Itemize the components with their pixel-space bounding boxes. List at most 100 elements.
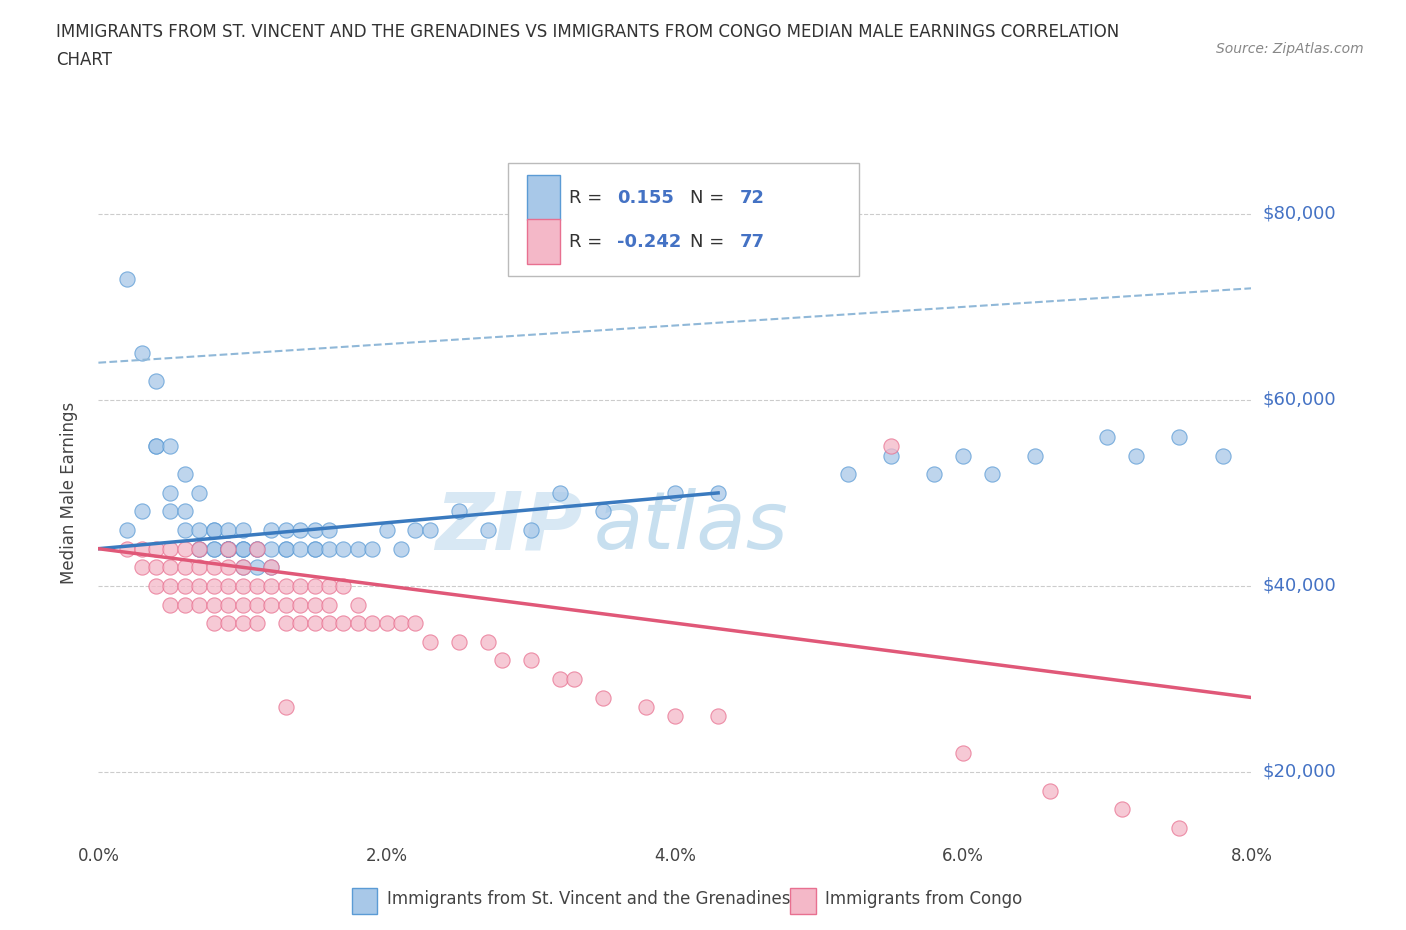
Point <box>477 634 499 649</box>
Point <box>117 541 138 556</box>
Point <box>304 578 326 593</box>
Point <box>131 541 153 556</box>
Text: $60,000: $60,000 <box>1263 391 1337 409</box>
Point <box>1226 839 1249 854</box>
Point <box>174 597 197 612</box>
Text: N =: N = <box>690 232 730 251</box>
Point <box>274 597 297 612</box>
Point <box>246 541 269 556</box>
Point <box>274 616 297 631</box>
Point <box>202 616 225 631</box>
Point <box>332 578 354 593</box>
Y-axis label: Median Male Earnings: Median Male Earnings <box>59 402 77 584</box>
Point <box>159 439 181 454</box>
Point <box>260 541 283 556</box>
Point <box>290 616 312 631</box>
Point <box>131 346 153 361</box>
Point <box>290 541 312 556</box>
Point <box>188 541 211 556</box>
Point <box>246 541 269 556</box>
Point <box>361 541 384 556</box>
Point <box>1226 857 1249 872</box>
Text: 77: 77 <box>740 232 765 251</box>
Point <box>260 523 283 538</box>
Point <box>202 597 225 612</box>
Point <box>304 523 326 538</box>
Point <box>159 597 181 612</box>
Point <box>318 541 340 556</box>
Point <box>145 578 167 593</box>
Point <box>174 578 197 593</box>
Point <box>318 597 340 612</box>
Point <box>332 541 354 556</box>
Point <box>837 467 859 482</box>
Point <box>346 541 368 556</box>
Point <box>548 671 571 686</box>
Point <box>477 523 499 538</box>
Point <box>145 374 167 389</box>
Point <box>174 504 197 519</box>
Point <box>924 467 946 482</box>
Point <box>519 523 541 538</box>
Point <box>389 541 412 556</box>
Point <box>707 485 730 500</box>
Point <box>952 746 974 761</box>
Point <box>217 541 239 556</box>
Point <box>231 560 254 575</box>
FancyBboxPatch shape <box>527 175 560 219</box>
Point <box>592 690 614 705</box>
Point <box>361 616 384 631</box>
Point <box>562 671 585 686</box>
Text: $80,000: $80,000 <box>1263 205 1337 223</box>
Point <box>1168 430 1191 445</box>
Text: 72: 72 <box>740 189 765 206</box>
Point <box>231 578 254 593</box>
Point <box>880 439 903 454</box>
Point <box>246 616 269 631</box>
FancyBboxPatch shape <box>352 888 377 914</box>
Point <box>188 485 211 500</box>
Point <box>188 578 211 593</box>
Point <box>188 560 211 575</box>
Point <box>188 597 211 612</box>
Point <box>318 523 340 538</box>
Point <box>419 523 441 538</box>
Point <box>375 616 398 631</box>
Point <box>246 560 269 575</box>
Point <box>260 560 283 575</box>
Point <box>1038 783 1062 798</box>
Point <box>246 541 269 556</box>
Point <box>274 541 297 556</box>
Text: $20,000: $20,000 <box>1263 763 1337 781</box>
Point <box>491 653 513 668</box>
Point <box>202 523 225 538</box>
Point <box>707 709 730 724</box>
Point <box>217 541 239 556</box>
Text: atlas: atlas <box>595 488 789 566</box>
Point <box>1125 448 1147 463</box>
Point <box>389 616 412 631</box>
Point <box>217 523 239 538</box>
Point <box>131 504 153 519</box>
Point <box>188 541 211 556</box>
Point <box>274 541 297 556</box>
Point <box>260 597 283 612</box>
Point <box>231 616 254 631</box>
Point <box>290 578 312 593</box>
Point <box>159 560 181 575</box>
Text: $40,000: $40,000 <box>1263 577 1337 595</box>
Point <box>304 597 326 612</box>
Point <box>231 541 254 556</box>
Point <box>260 560 283 575</box>
Text: N =: N = <box>690 189 730 206</box>
Point <box>880 448 903 463</box>
Point <box>217 541 239 556</box>
Point <box>231 541 254 556</box>
Point <box>274 523 297 538</box>
Point <box>174 467 197 482</box>
Point <box>145 541 167 556</box>
Point <box>1097 430 1119 445</box>
Point <box>318 616 340 631</box>
Point <box>231 597 254 612</box>
Point <box>592 504 614 519</box>
